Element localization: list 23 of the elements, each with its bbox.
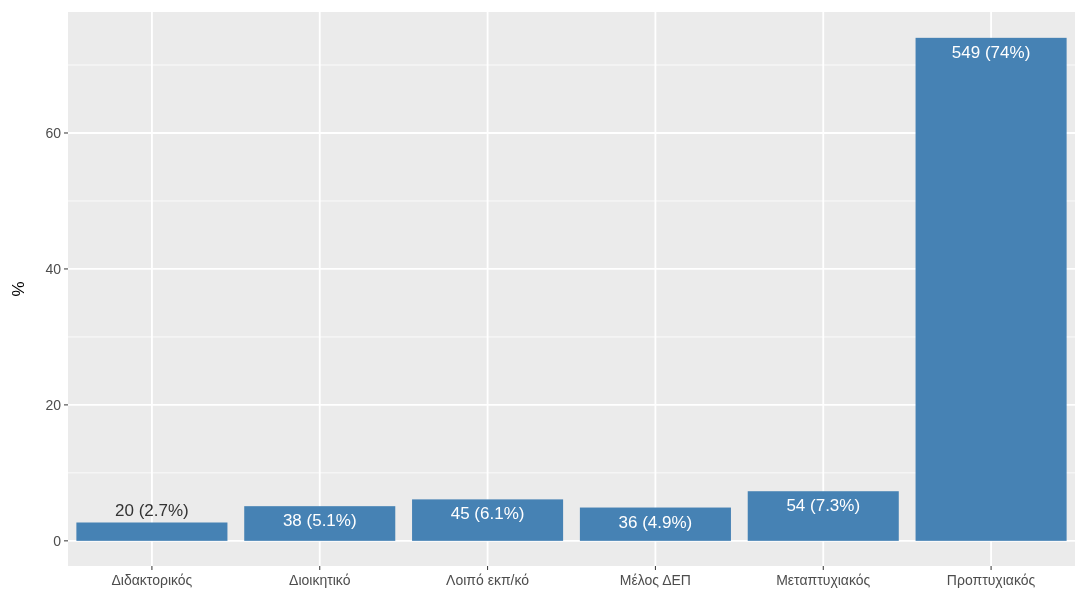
bar: [244, 506, 396, 541]
x-tick-label: Λοιπό εκπ/κό: [446, 572, 530, 588]
bar: [76, 522, 228, 541]
x-tick-label: Προπτυχιακός: [946, 572, 1036, 588]
x-tick-label: Διδακτορικός: [111, 572, 193, 588]
bar: [579, 507, 731, 541]
y-tick-label: 60: [45, 124, 62, 141]
bar: [915, 37, 1067, 541]
bar: [747, 491, 899, 541]
y-tick-label: 40: [45, 260, 62, 277]
y-axis-title: %: [9, 281, 28, 297]
x-tick-label: Μεταπτυχιακός: [776, 572, 871, 588]
y-tick-label: 0: [53, 532, 62, 549]
data-label: 20 (2.7%): [115, 501, 189, 521]
data-label: 549 (74%): [951, 42, 1031, 62]
y-tick-label: 20: [45, 396, 62, 413]
x-tick-label: Μέλος ΔΕΠ: [619, 572, 691, 588]
data-label: 36 (4.9%): [618, 512, 693, 532]
data-label: 45 (6.1%): [450, 504, 525, 524]
x-tick-label: Διοικητικό: [289, 572, 351, 588]
bar: [412, 499, 564, 541]
data-label: 38 (5.1%): [282, 511, 357, 531]
data-label: 54 (7.3%): [786, 496, 861, 516]
